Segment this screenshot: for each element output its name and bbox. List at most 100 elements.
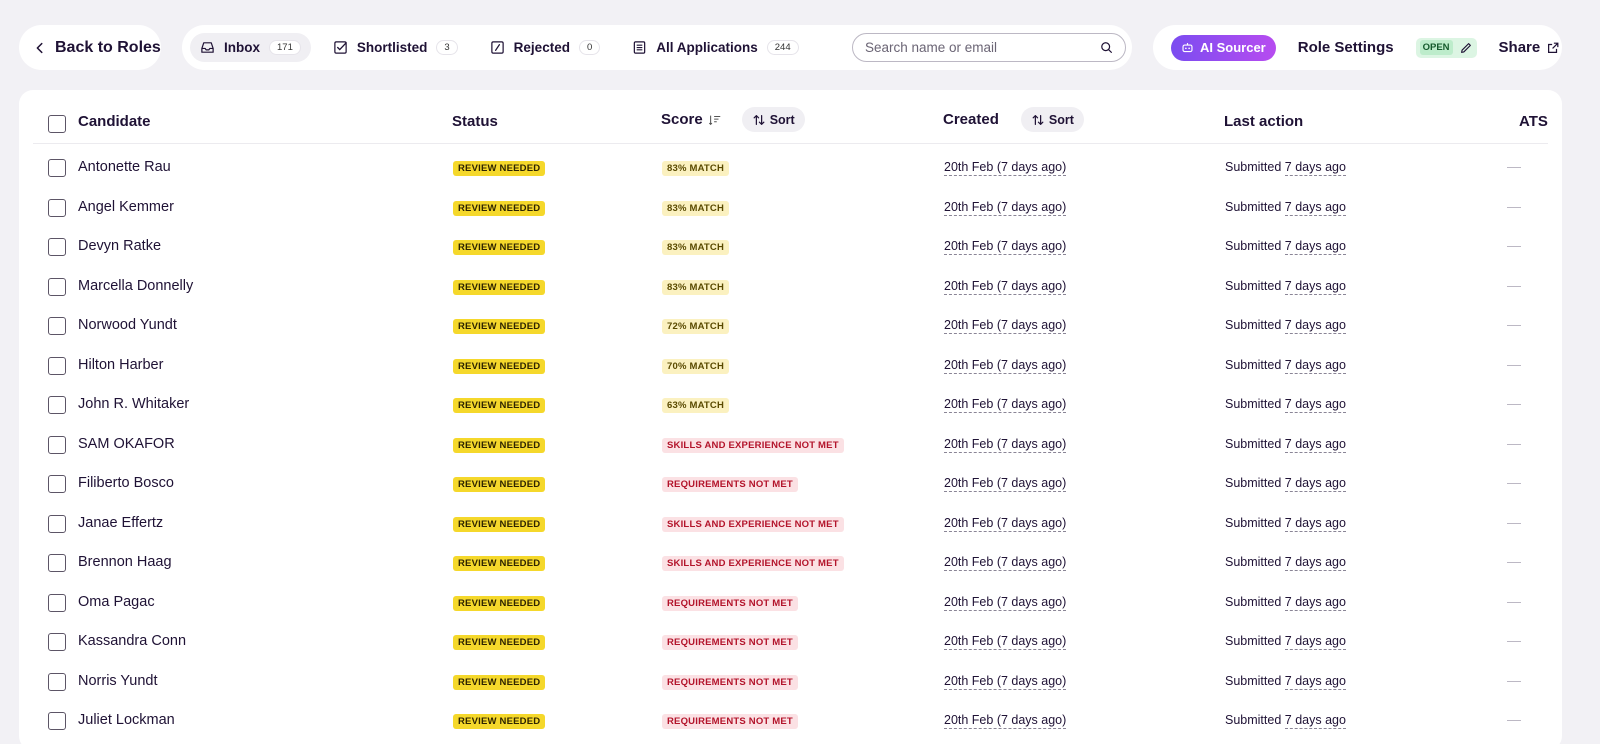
select-all-checkbox[interactable] (48, 115, 66, 133)
table-row[interactable]: Brennon Haag REVIEW NEEDED SKILLS AND EXPE… (33, 543, 1548, 583)
candidate-name[interactable]: Brennon Haag (78, 554, 172, 570)
last-action: Submitted 7 days ago (1225, 278, 1346, 295)
header-status: Status (452, 113, 498, 130)
candidate-name[interactable]: Antonette Rau (78, 159, 171, 175)
candidate-name[interactable]: John R. Whitaker (78, 396, 190, 412)
row-checkbox[interactable] (48, 672, 66, 691)
table-row[interactable]: Juliet Lockman REVIEW NEEDED REQUIREMENTS … (33, 701, 1548, 741)
table-row[interactable]: Kassandra Conn REVIEW NEEDED REQUIREMENTS … (33, 622, 1548, 662)
score-badge: REQUIREMENTS NOT MET (662, 477, 798, 492)
status-badge: REVIEW NEEDED (453, 595, 546, 611)
tab-shortlisted-label: Shortlisted (356, 40, 428, 55)
candidate-name[interactable]: Hilton Harber (78, 356, 164, 373)
row-checkbox[interactable] (48, 475, 66, 493)
table-row[interactable]: Marcella Donnelly REVIEW NEEDED 83% MATCH 2… (33, 267, 1548, 307)
header-ats: ATS (1519, 113, 1548, 130)
last-action-type: Submitted (1225, 594, 1282, 609)
last-action-time: 7 days ago (1284, 673, 1346, 690)
last-action: Submitted 7 days ago (1225, 673, 1346, 690)
last-action-type: Submitted (1225, 476, 1282, 490)
last-action-time: 7 days ago (1284, 634, 1346, 650)
table-row[interactable]: Antonette Rau REVIEW NEEDED 83% MATCH 20th … (33, 148, 1548, 188)
last-action: Submitted 7 days ago (1225, 555, 1346, 571)
last-action-type: Submitted (1225, 634, 1282, 648)
table-row[interactable]: Hilton Harber REVIEW NEEDED 70% MATCH 20th … (33, 346, 1548, 386)
candidate-name[interactable]: Kassandra Conn (78, 633, 187, 649)
ats-value: — (1507, 671, 1521, 688)
last-action: Submitted 7 days ago (1225, 594, 1346, 611)
sort-descending-icon[interactable] (708, 113, 722, 127)
ats-value: — (1507, 316, 1521, 332)
search-input[interactable] (865, 40, 1100, 55)
last-action-type: Submitted (1225, 673, 1282, 688)
tab-shortlisted[interactable]: Shortlisted 3 (323, 33, 468, 62)
score-sort-button[interactable]: Sort (741, 107, 805, 132)
header-last-action: Last action (1224, 113, 1304, 130)
ats-value: — (1507, 592, 1521, 609)
candidate-name[interactable]: Filiberto Bosco (78, 475, 174, 491)
created-date: 20th Feb (7 days ago) (944, 515, 1067, 532)
last-action-time: 7 days ago (1284, 476, 1346, 492)
candidate-name[interactable]: Juliet Lockman (78, 712, 175, 728)
pencil-icon[interactable] (1459, 41, 1473, 55)
created-date: 20th Feb (7 days ago) (944, 594, 1067, 611)
table-row[interactable]: Devyn Ratke REVIEW NEEDED 83% MATCH 20th Fe… (33, 227, 1548, 267)
row-checkbox[interactable] (48, 198, 66, 217)
back-to-roles-button[interactable]: Back to Roles (19, 25, 161, 70)
candidate-name[interactable]: Norwood Yundt (78, 317, 177, 333)
last-action-time: 7 days ago (1284, 555, 1346, 571)
table-row[interactable]: Oma Pagac REVIEW NEEDED REQUIREMENTS NOT M… (33, 583, 1548, 623)
tab-all-applications[interactable]: All Applications 244 (622, 33, 808, 62)
created-date: 20th Feb (7 days ago) (944, 239, 1067, 255)
table-header: Candidate Status Score Sort Created Sort… (33, 104, 1548, 144)
table-row[interactable]: Filiberto Bosco REVIEW NEEDED REQUIREMENTS… (33, 464, 1548, 504)
row-checkbox[interactable] (48, 712, 66, 730)
candidate-name[interactable]: Norris Yundt (78, 672, 158, 689)
row-checkbox[interactable] (48, 633, 66, 651)
table-row[interactable]: Janae Effertz REVIEW NEEDED SKILLS AND EXP… (33, 504, 1548, 544)
tab-inbox[interactable]: Inbox 171 (190, 33, 311, 62)
tab-all-applications-label: All Applications (656, 40, 758, 55)
last-action: Submitted 7 days ago (1225, 515, 1346, 532)
tab-rejected-count: 0 (578, 40, 601, 55)
open-status-badge: OPEN (1419, 40, 1453, 55)
role-settings-link[interactable]: Role Settings (1297, 39, 1394, 56)
header-candidate: Candidate (78, 113, 151, 130)
candidate-name[interactable]: Oma Pagac (78, 593, 155, 610)
last-action-time: 7 days ago (1284, 436, 1346, 453)
ai-sourcer-button[interactable]: AI Sourcer (1171, 34, 1276, 61)
last-action: Submitted 7 days ago (1225, 357, 1346, 374)
row-checkbox[interactable] (48, 317, 66, 335)
created-date: 20th Feb (7 days ago) (944, 199, 1067, 216)
row-checkbox[interactable] (48, 277, 66, 296)
candidate-name[interactable]: Devyn Ratke (78, 238, 162, 254)
candidate-name[interactable]: Angel Kemmer (78, 198, 174, 215)
search-icon[interactable] (1100, 41, 1113, 54)
row-checkbox[interactable] (48, 238, 66, 256)
candidate-name[interactable]: Janae Effertz (78, 514, 164, 531)
table-row[interactable]: Norris Yundt REVIEW NEEDED REQUIREMENTS NO… (33, 662, 1548, 702)
score-badge: SKILLS AND EXPERIENCE NOT MET (662, 556, 844, 571)
table-row[interactable]: SAM OKAFOR REVIEW NEEDED SKILLS AND EXPERI… (33, 425, 1548, 465)
created-date: 20th Feb (7 days ago) (944, 160, 1067, 176)
header-created: Created Sort (943, 107, 1084, 132)
row-checkbox[interactable] (48, 593, 66, 612)
tab-rejected[interactable]: Rejected 0 (480, 33, 611, 62)
row-checkbox[interactable] (48, 396, 66, 414)
row-checkbox[interactable] (48, 554, 66, 572)
created-sort-button[interactable]: Sort (1020, 107, 1084, 132)
row-checkbox[interactable] (48, 356, 66, 375)
row-checkbox[interactable] (48, 435, 66, 454)
share-button[interactable]: Share (1499, 39, 1561, 56)
table-row[interactable]: Angel Kemmer REVIEW NEEDED 83% MATCH 20th F… (33, 188, 1548, 228)
created-date: 20th Feb (7 days ago) (944, 278, 1067, 295)
candidate-name[interactable]: Marcella Donnelly (78, 277, 194, 294)
role-status-toggle[interactable]: OPEN (1415, 37, 1477, 58)
table-row[interactable]: Norwood Yundt REVIEW NEEDED 72% MATCH 20th … (33, 306, 1548, 346)
table-row[interactable]: John R. Whitaker REVIEW NEEDED 63% MATCH 20… (33, 385, 1548, 425)
candidate-name[interactable]: SAM OKAFOR (78, 435, 175, 452)
last-action-type: Submitted (1225, 318, 1282, 332)
row-checkbox[interactable] (48, 514, 66, 533)
status-badge: REVIEW NEEDED (453, 398, 546, 413)
row-checkbox[interactable] (48, 159, 66, 177)
